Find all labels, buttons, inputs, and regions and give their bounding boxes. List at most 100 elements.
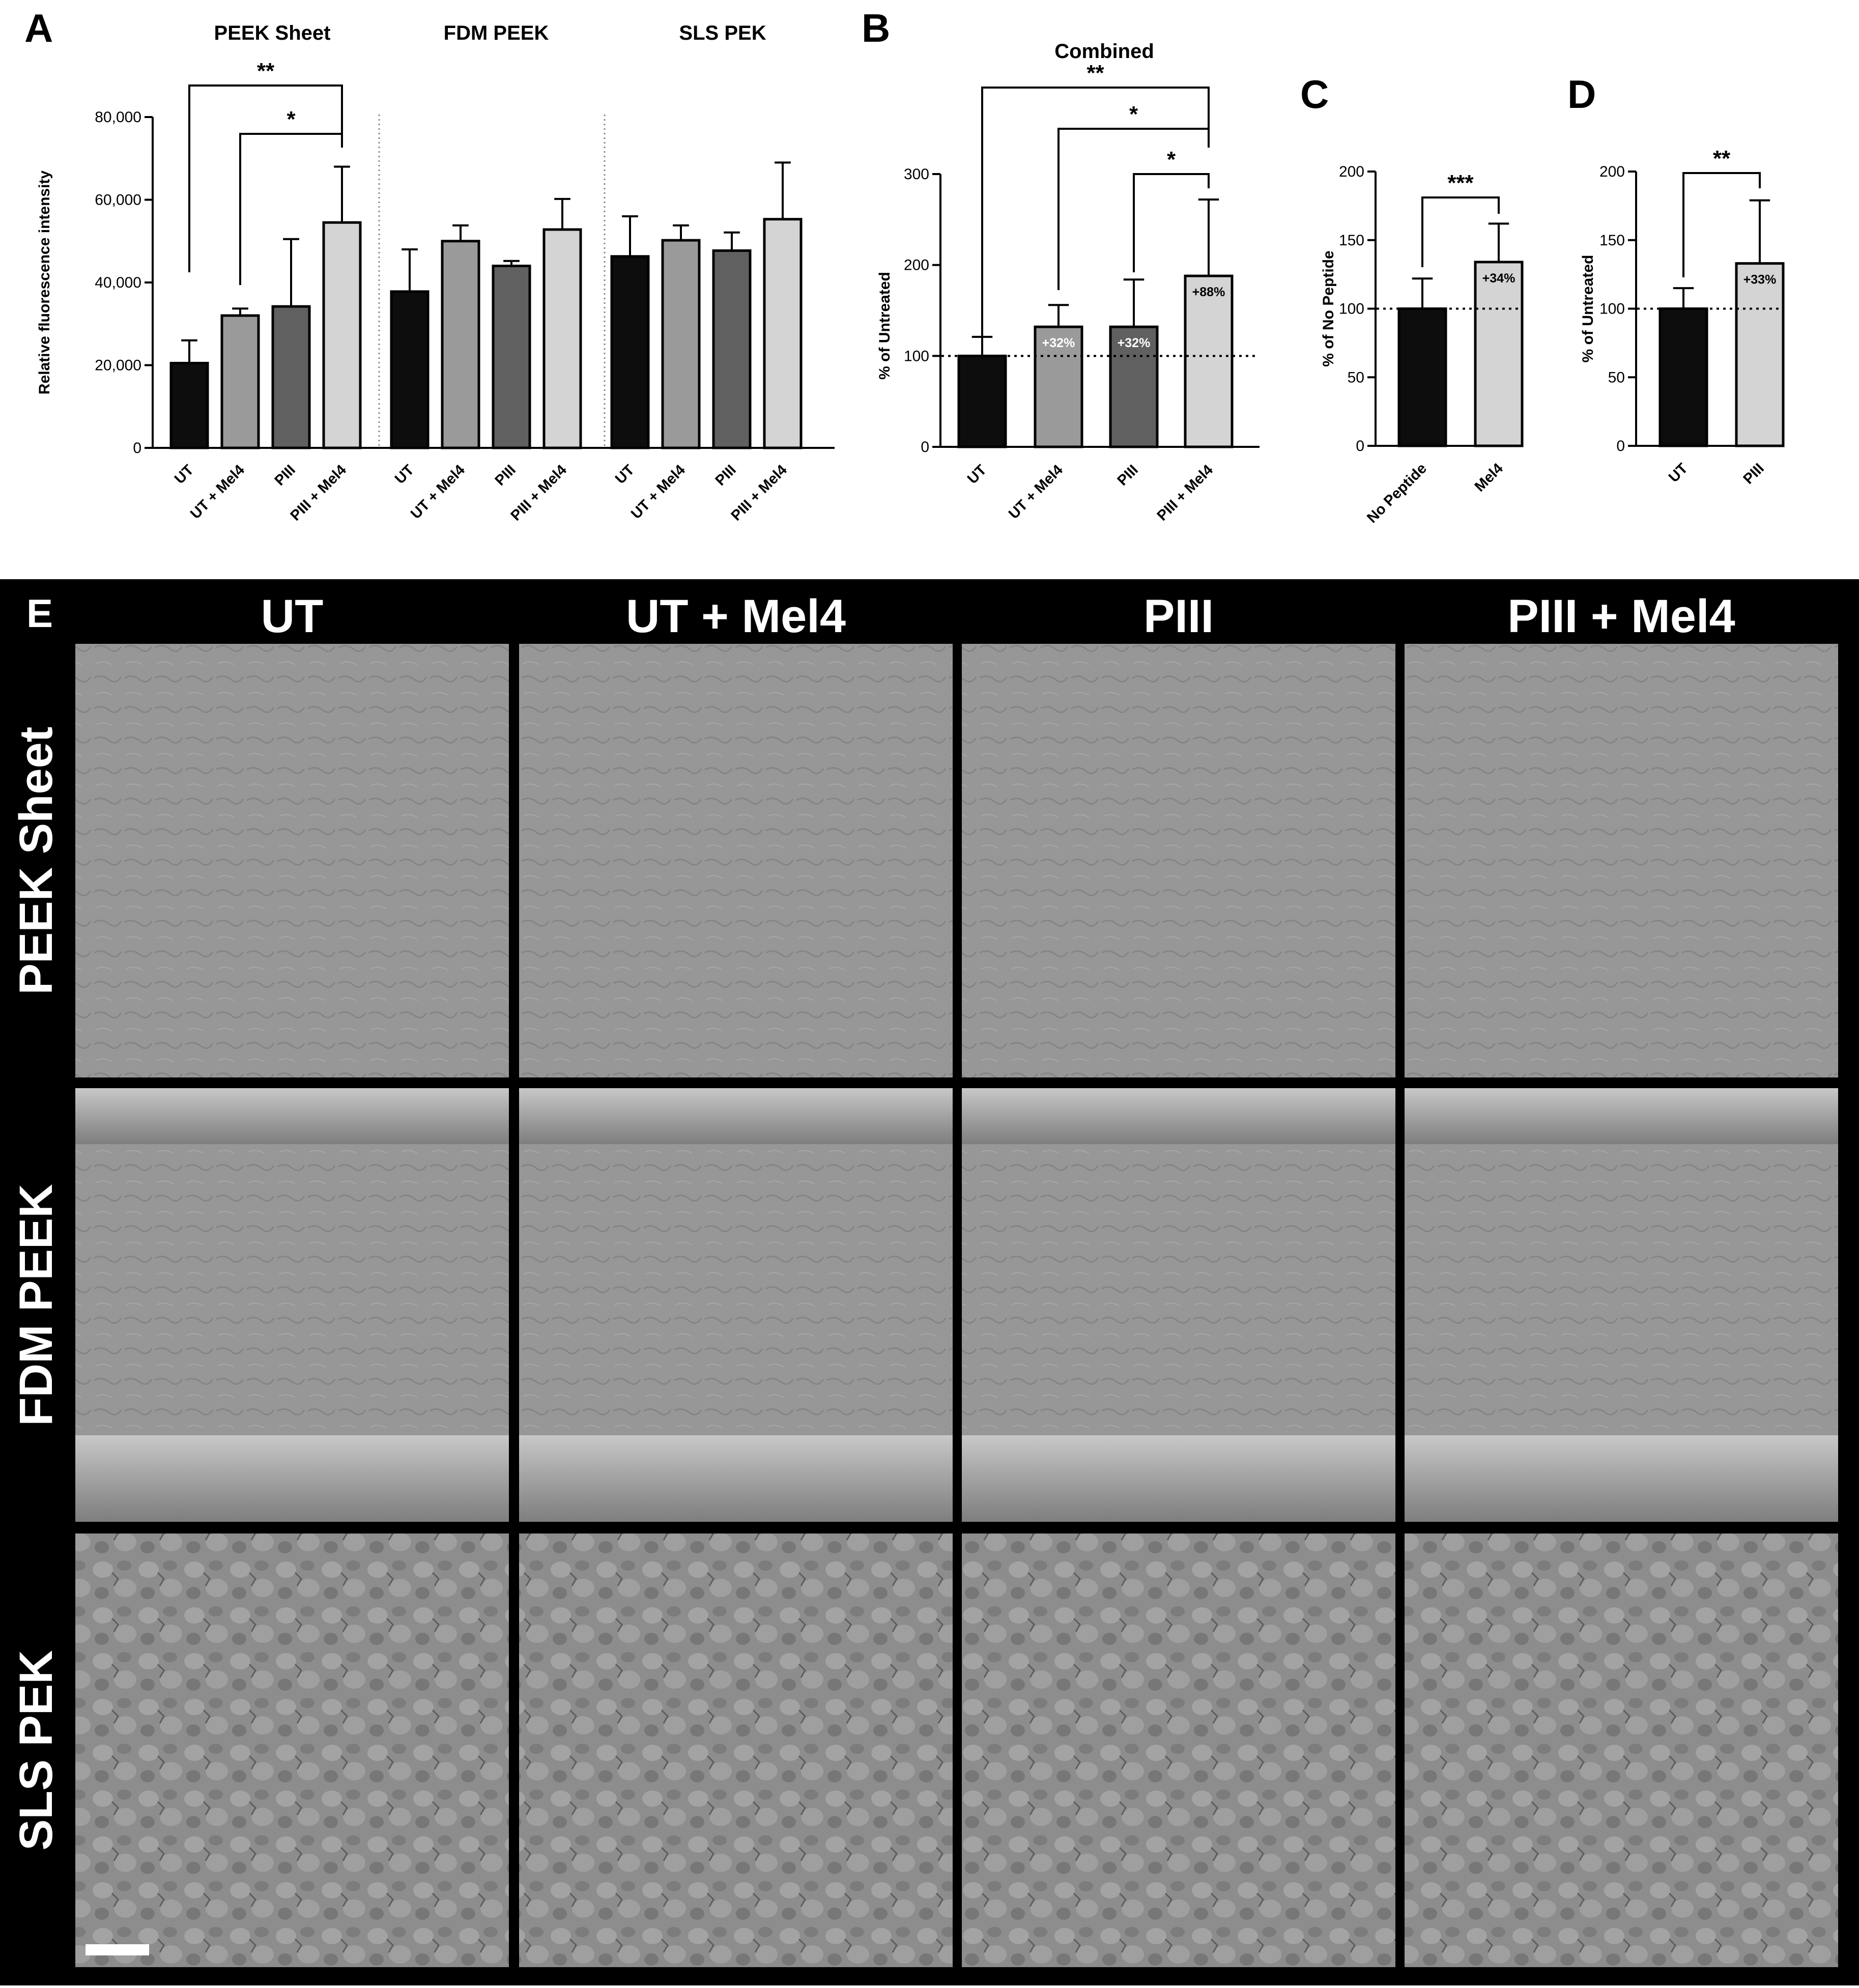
sem-image-area [519, 1533, 953, 1967]
x-tick-label: PIII [492, 462, 519, 489]
significance-bracket [981, 87, 1210, 356]
y-tick-label: 100 [904, 348, 929, 364]
sem-image: SEM image: FDM PEEK, PIII [962, 1088, 1395, 1522]
bar [441, 240, 480, 449]
y-tick-label: 0 [1356, 438, 1364, 455]
y-tick-label: 0 [1616, 438, 1625, 455]
bar [271, 305, 311, 449]
panel-a-label: A [24, 6, 53, 50]
panel-e-label: E [26, 591, 53, 636]
bar [220, 314, 260, 449]
sem-image: SEM image: PEEK Sheet, UT + Mel4 [519, 644, 953, 1077]
bar [1474, 261, 1524, 447]
data-label: +32% [1042, 336, 1075, 350]
x-tick-label: UT + Mel4 [628, 462, 689, 522]
bar [1735, 262, 1785, 447]
x-tick-label: UT + Mel4 [187, 462, 248, 522]
sem-image-area [75, 644, 509, 1077]
significance-bracket [1682, 172, 1761, 277]
y-axis-title: % of Untreated [1580, 255, 1596, 363]
sem-image: SEM image: FDM PEEK, PIII + Mel4 [1405, 1088, 1838, 1522]
y-tick-label: 50 [1348, 369, 1364, 386]
x-tick-label: UT + Mel4 [1006, 462, 1066, 522]
y-tick-label: 0 [133, 440, 141, 457]
bar [1658, 307, 1708, 447]
bar [492, 265, 531, 449]
x-tick-label: UT [964, 462, 990, 487]
sem-image: SEM image: SLS PEK, PIII + Mel4 [1405, 1533, 1838, 1967]
x-tick-label: PIII [1740, 460, 1767, 487]
sem-image: SEM image: FDM PEEK, UT + Mel4 [519, 1088, 953, 1522]
sem-image: SEM image: FDM PEEK, UT [75, 1088, 509, 1522]
y-tick-label: 200 [1599, 163, 1625, 180]
fiber-band [75, 1435, 509, 1522]
panel-b-chart: B Combined 0 100 200 300 % of Untreated +32% +32… [862, 6, 1260, 524]
sem-image-area [962, 1533, 1395, 1967]
y-tick-label: 60,000 [95, 192, 141, 209]
row-header: FDM PEEK [10, 1184, 62, 1426]
x-tick-label: UT + Mel4 [408, 462, 468, 522]
column-header: PIII [1143, 590, 1214, 642]
sem-image: SEM image: PEEK Sheet, PIII + Mel4 [1405, 644, 1838, 1077]
significance-label: ** [1086, 61, 1104, 86]
bar [763, 218, 803, 449]
bar [1109, 325, 1159, 448]
y-tick-label: 100 [1339, 301, 1364, 318]
y-axis-title: % of Untreated [876, 272, 893, 380]
data-label: +32% [1118, 336, 1151, 350]
y-tick-label: 150 [1339, 232, 1364, 249]
bar [1184, 274, 1234, 448]
y-tick-label: 300 [904, 166, 929, 183]
chart-title: Combined [1054, 40, 1154, 63]
x-tick-label: Mel4 [1472, 460, 1506, 495]
panel-e: E UT UT + Mel4 PIII PIII + Mel4 PEEK Sheet F… [0, 579, 1859, 1985]
scale-bar [85, 1944, 149, 1955]
panel-d-chart: D 0 50 100 150 200 % of Untreated +33% UT PIII ** [1567, 72, 1785, 488]
fiber-band [519, 1088, 953, 1144]
sem-image-area [75, 1533, 509, 1967]
x-tick-label: PIII + Mel4 [1154, 462, 1216, 524]
y-tick-label: 0 [921, 439, 929, 456]
sem-image-area [1405, 1533, 1838, 1967]
fiber-band [1405, 1088, 1838, 1144]
data-label: +88% [1192, 285, 1225, 299]
sem-image: SEM image: PEEK Sheet, PIII [962, 644, 1395, 1077]
significance-bracket [188, 84, 343, 272]
sem-image: SEM image: PEEK Sheet, UT [75, 644, 509, 1077]
x-tick-label: PIII + Mel4 [288, 462, 350, 524]
sem-image: SEM image: SLS PEK, UT [75, 1533, 509, 1967]
bar [1034, 325, 1083, 448]
significance-bracket [239, 133, 343, 285]
group-title: FDM PEEK [444, 22, 549, 44]
fiber-band [519, 1435, 953, 1522]
y-tick-label: 200 [904, 257, 929, 274]
sem-image: SEM image: SLS PEK, UT + Mel4 [519, 1533, 953, 1967]
y-axis-title: Relative fluorescence intensity [36, 171, 53, 394]
x-tick-label: UT [171, 462, 197, 487]
x-tick-label: PIII [1114, 462, 1141, 489]
y-tick-label: 150 [1599, 232, 1625, 249]
sem-image-area [1405, 644, 1838, 1077]
bar [322, 221, 362, 449]
column-header: PIII + Mel4 [1507, 590, 1735, 642]
x-tick-label: PIII + Mel4 [728, 462, 790, 524]
column-header: UT + Mel4 [626, 590, 846, 642]
bar [390, 290, 430, 449]
significance-bracket [1133, 173, 1210, 272]
bar [957, 354, 1007, 448]
y-axis-title: % of No Peptide [1320, 250, 1337, 366]
data-label: +34% [1482, 271, 1515, 286]
panel-a-chart: A 0 20,000 40,000 60,000 80,000 Relative fluor… [24, 6, 835, 524]
y-tick-label: 50 [1608, 369, 1625, 386]
x-tick-label: No Peptide [1364, 460, 1430, 526]
panel-c-chart: C 0 50 100 150 200 % of No Peptide +34% No Pepti… [1300, 72, 1524, 526]
x-tick-label: PIII [272, 462, 299, 489]
group-title: PEEK Sheet [214, 22, 331, 44]
significance-bracket [1421, 196, 1500, 267]
panel-b-label: B [862, 6, 890, 50]
significance-label: * [287, 107, 296, 132]
y-tick-label: 80,000 [95, 109, 141, 126]
fiber-band [962, 1435, 1395, 1522]
bar [712, 249, 752, 449]
